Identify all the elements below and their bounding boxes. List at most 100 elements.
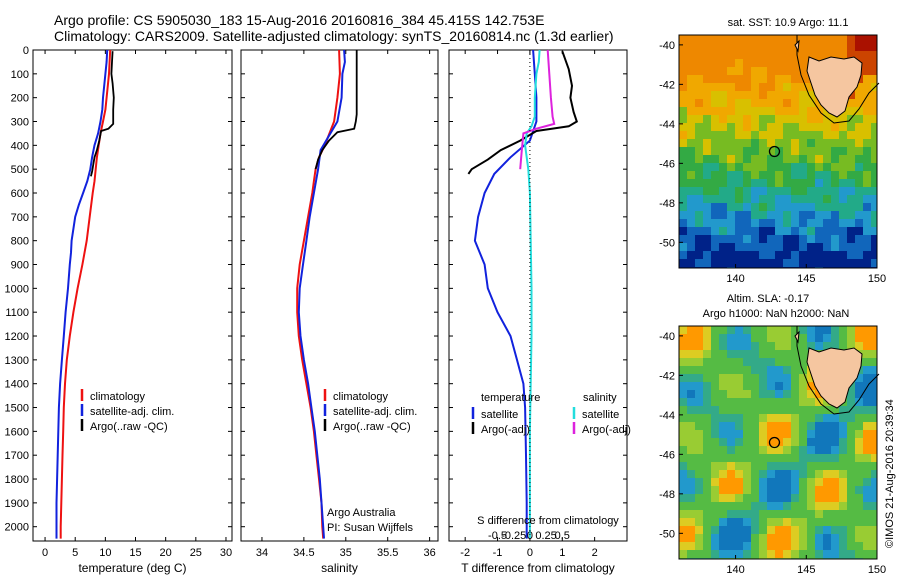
header-line-2: Climatology: CARS2009. Satellite-adjuste… xyxy=(54,28,614,44)
map-cell xyxy=(727,211,735,219)
map-cell xyxy=(735,227,743,235)
map-cell xyxy=(815,398,823,406)
map-cell xyxy=(839,422,847,430)
map-cell xyxy=(695,171,703,179)
map-cell xyxy=(831,131,839,139)
map-cell xyxy=(719,486,727,494)
map-cell xyxy=(751,107,759,115)
map-cell xyxy=(863,438,871,446)
map-cell xyxy=(815,195,823,203)
map-cell xyxy=(743,131,751,139)
map-cell xyxy=(727,350,735,358)
map-cell xyxy=(823,171,831,179)
map-cell xyxy=(679,486,687,494)
map-cell xyxy=(767,526,775,534)
map-cell xyxy=(679,414,687,422)
map-cell xyxy=(743,398,751,406)
map-y-tick-label: -46 xyxy=(659,449,675,461)
map-cell xyxy=(759,542,767,550)
x-tick-label: 35 xyxy=(340,547,352,559)
series-line-3 xyxy=(314,50,358,170)
map-cell xyxy=(807,374,815,382)
map-cell xyxy=(767,462,775,470)
map-cell xyxy=(719,366,727,374)
plot-frame xyxy=(448,49,628,542)
map-cell xyxy=(719,75,727,83)
tasmania-land xyxy=(806,347,863,409)
profile-panel-3: -2 -1 0 1 2 T difference from climatology S di… xyxy=(448,49,631,575)
map-cell xyxy=(839,227,847,235)
map-cell xyxy=(799,510,807,518)
map-cell xyxy=(799,534,807,542)
map-cell xyxy=(751,414,759,422)
map-cell xyxy=(727,187,735,195)
map-cell xyxy=(735,243,743,251)
map-cell xyxy=(703,342,711,350)
map-cell xyxy=(711,131,719,139)
map-cell xyxy=(735,131,743,139)
map-cell xyxy=(815,486,823,494)
map-cell xyxy=(679,155,687,163)
map-cell xyxy=(743,75,751,83)
map-cell xyxy=(847,422,855,430)
map-cell xyxy=(743,494,751,502)
x-tick-label: 5 xyxy=(72,547,78,559)
map-cell xyxy=(727,342,735,350)
map-cell xyxy=(775,406,783,414)
map-cell xyxy=(735,526,743,534)
map-cell xyxy=(719,326,727,334)
map-cell xyxy=(727,526,735,534)
map-cell xyxy=(727,43,735,51)
y-tick-label: 200 xyxy=(11,93,29,105)
map-cell xyxy=(855,390,863,398)
map-cell xyxy=(839,155,847,163)
map-cell xyxy=(751,259,759,267)
map-cell xyxy=(783,187,791,195)
map-cell xyxy=(727,59,735,67)
map-cell xyxy=(703,462,711,470)
map-cell xyxy=(871,115,877,123)
map-cell xyxy=(783,398,791,406)
map-cell xyxy=(703,59,711,67)
map-cell xyxy=(783,259,791,267)
map-cell xyxy=(775,51,783,59)
map-cell xyxy=(871,366,877,374)
map-cell xyxy=(775,171,783,179)
map-cell xyxy=(687,510,695,518)
map-cell xyxy=(751,195,759,203)
map-cell xyxy=(767,187,775,195)
map-cell xyxy=(727,235,735,243)
map-cell xyxy=(695,35,703,43)
map-cell xyxy=(727,486,735,494)
map-cell xyxy=(823,446,831,454)
map-cell xyxy=(855,203,863,211)
x-tick-label: -1 xyxy=(493,547,503,559)
map-cell xyxy=(783,374,791,382)
map-cell xyxy=(831,326,839,334)
map-cell xyxy=(687,115,695,123)
map-cell xyxy=(807,211,815,219)
map-cell xyxy=(807,43,815,51)
map-cell xyxy=(807,259,815,267)
map-cell xyxy=(767,550,775,558)
map-cell xyxy=(831,502,839,510)
map-cell xyxy=(839,334,847,342)
map-cell xyxy=(815,147,823,155)
x2-tick-label: -0.25 xyxy=(501,530,526,542)
map-cell xyxy=(687,43,695,51)
map-cell xyxy=(791,67,799,75)
map-cell xyxy=(855,251,863,259)
map-cell xyxy=(807,99,815,107)
map-cell xyxy=(735,518,743,526)
map-cell xyxy=(831,534,839,542)
map-cell xyxy=(855,430,863,438)
map-cell xyxy=(759,227,767,235)
map-cell xyxy=(855,163,863,171)
map-cell xyxy=(695,430,703,438)
map-cell xyxy=(695,534,703,542)
argo-location-marker xyxy=(768,436,781,449)
map-cell xyxy=(807,195,815,203)
map-cell xyxy=(807,171,815,179)
map-cell xyxy=(703,67,711,75)
map-cell xyxy=(711,470,719,478)
